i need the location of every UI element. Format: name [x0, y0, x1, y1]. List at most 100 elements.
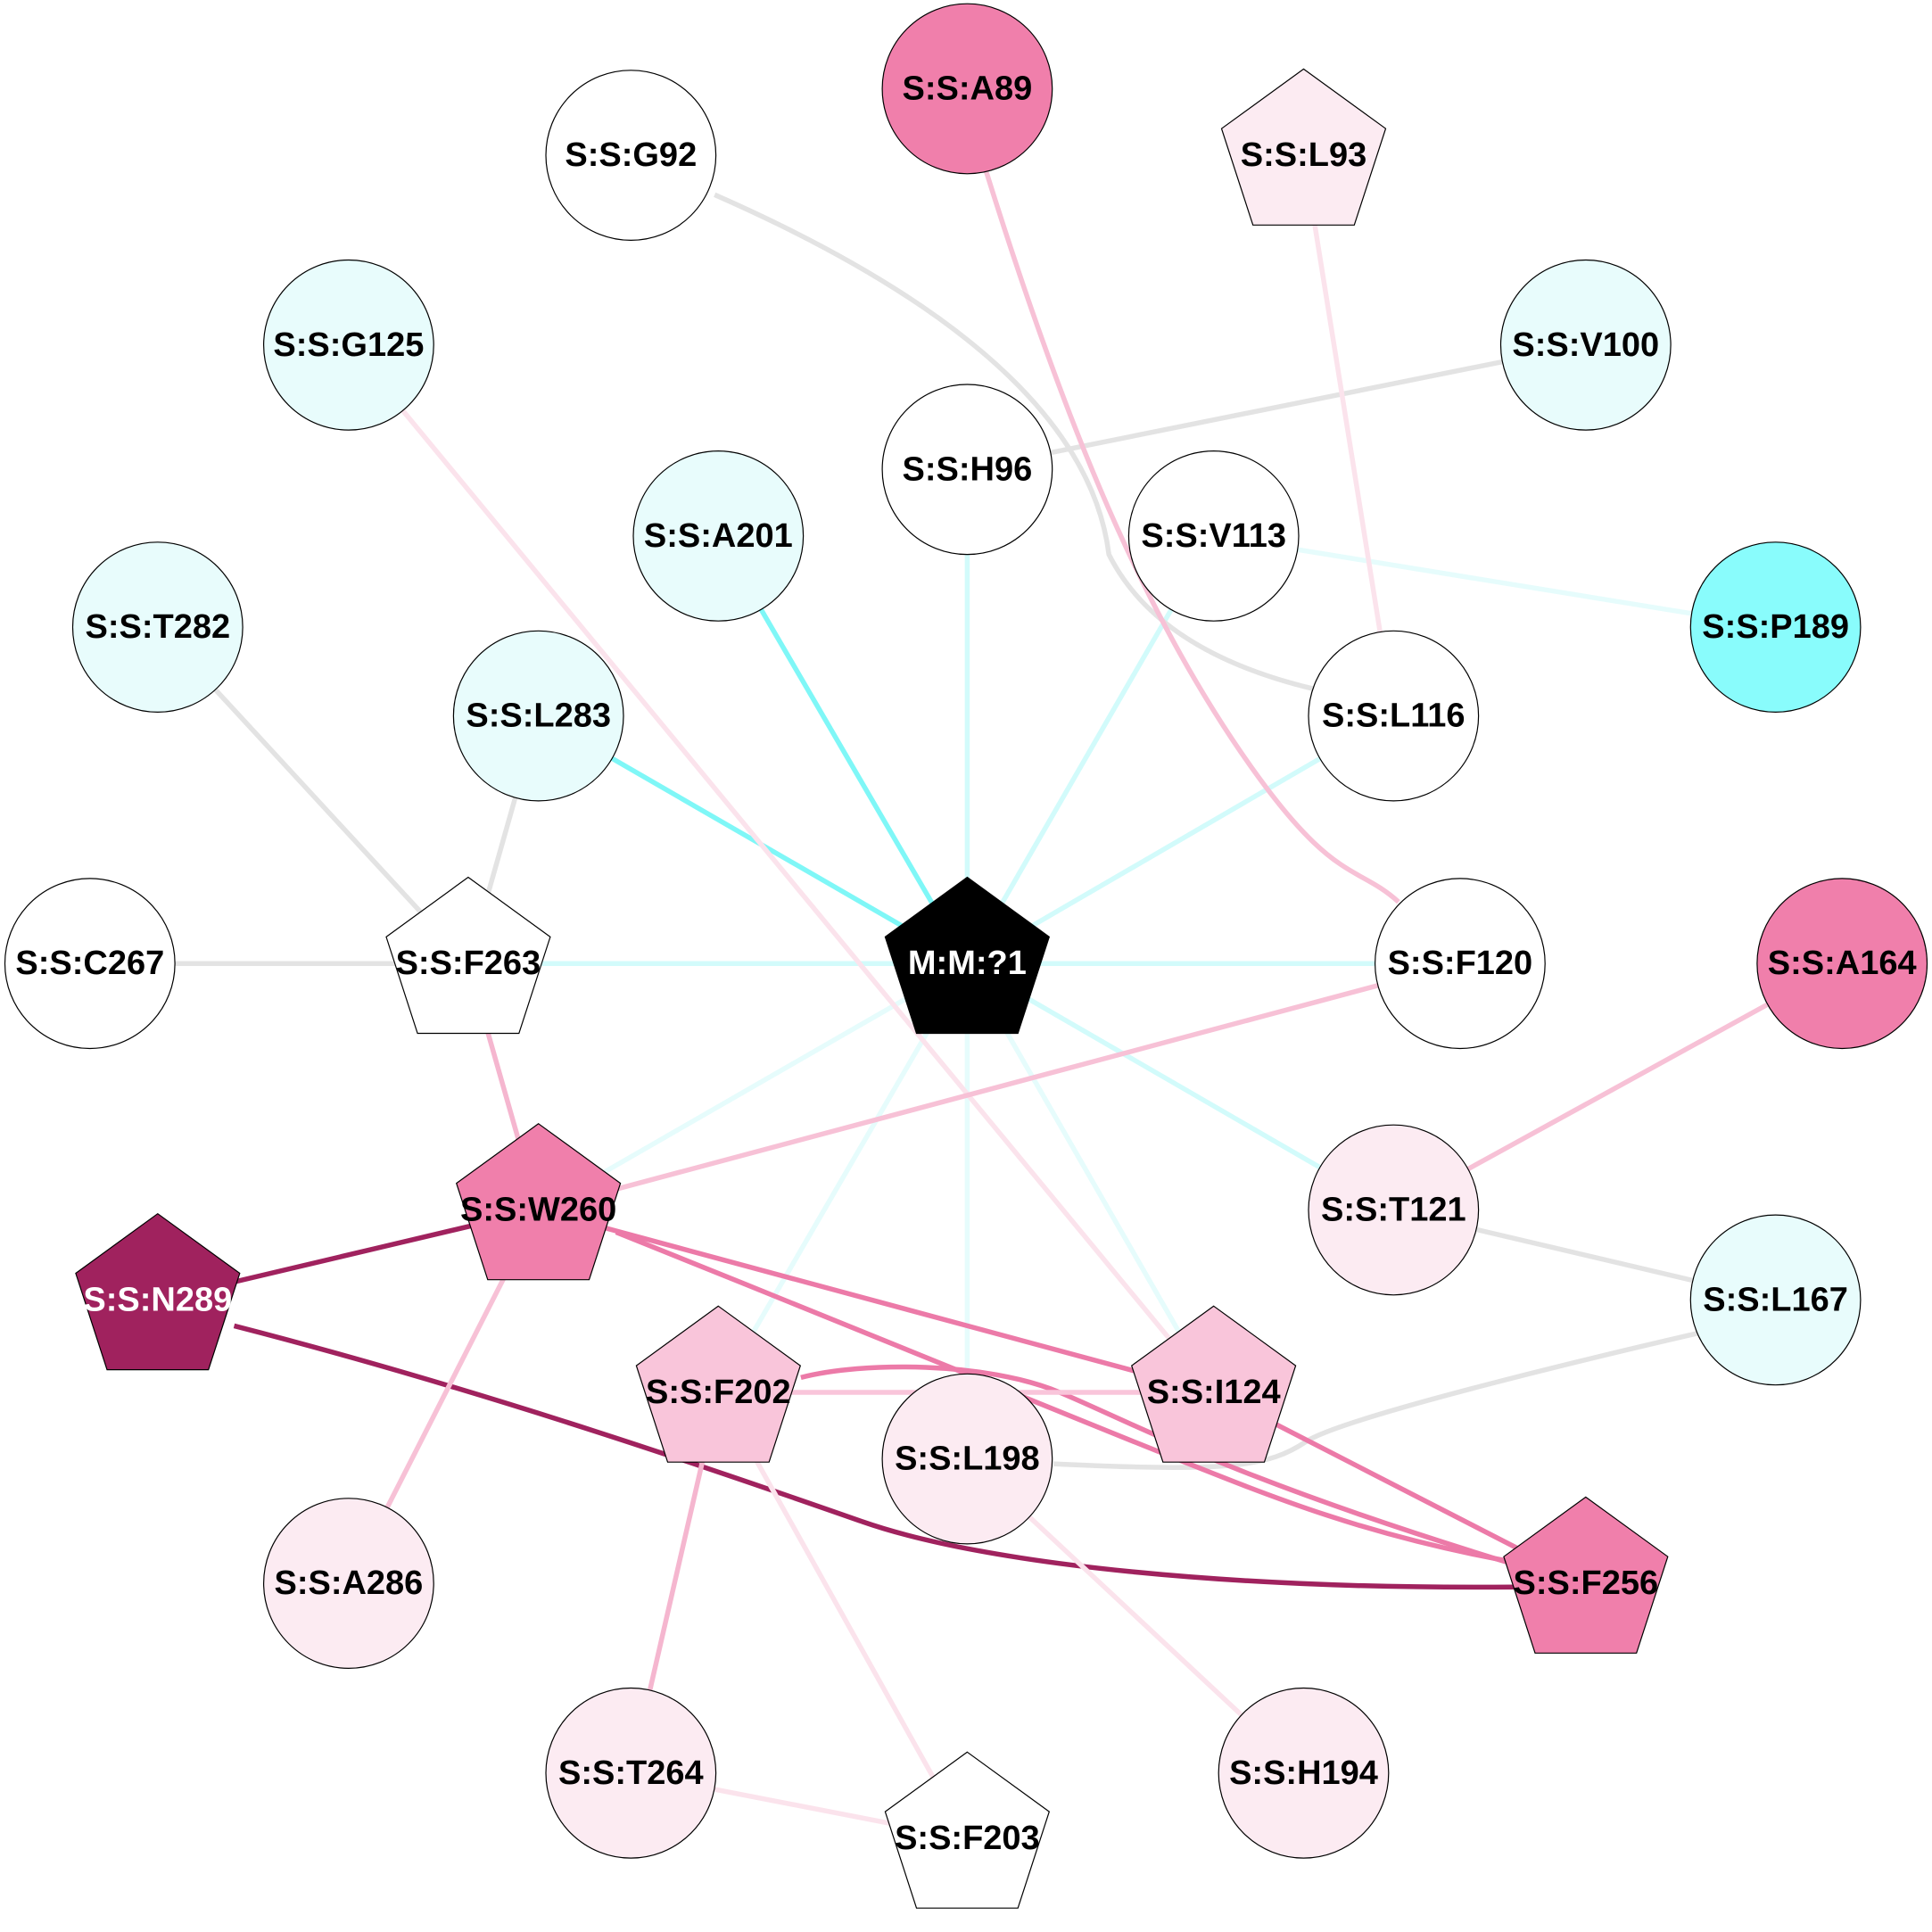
node-ssv100[interactable]: S:S:V100 [1499, 259, 1672, 431]
node-label: S:S:L116 [1322, 698, 1466, 735]
node-ssf263[interactable]: S:S:F263 [385, 876, 551, 1035]
node-circle-shape [881, 1373, 1053, 1545]
node-circle-shape [881, 3, 1053, 175]
node-ssh96[interactable]: S:S:H96 [881, 384, 1053, 556]
node-ssi124[interactable]: S:S:I124 [1130, 1305, 1297, 1463]
node-label: S:S:N289 [83, 1281, 232, 1318]
node-label: S:S:I124 [1147, 1374, 1281, 1411]
edge-SSG92-SSL116 [714, 192, 1319, 693]
node-ssg92[interactable]: S:S:G92 [545, 70, 717, 242]
node-ssp189[interactable]: S:S:P189 [1689, 541, 1862, 713]
node-ssa89[interactable]: S:S:A89 [881, 3, 1053, 175]
node-ssl283[interactable]: S:S:L283 [452, 630, 624, 802]
node-sst264[interactable]: S:S:T264 [545, 1687, 717, 1859]
node-ssl116[interactable]: S:S:L116 [1308, 630, 1480, 802]
node-circle-shape [881, 384, 1053, 556]
node-label: S:S:L167 [1703, 1281, 1848, 1318]
edge-SSV113-SSP189 [1213, 533, 1777, 630]
node-pentagon-shape [75, 1212, 241, 1371]
node-circle-shape [1689, 1214, 1862, 1386]
node-pentagon-shape [884, 1751, 1051, 1909]
node-label: S:S:L198 [895, 1441, 1040, 1478]
node-label: S:S:F120 [1388, 945, 1533, 982]
edge-SSA89-SSF120 [983, 169, 1400, 904]
node-ssf202[interactable]: S:S:F202 [635, 1305, 802, 1463]
node-label: M:M:?1 [908, 945, 1027, 982]
node-pentagon-shape [1130, 1305, 1297, 1463]
node-ssl167[interactable]: S:S:L167 [1689, 1214, 1862, 1386]
node-label: S:S:V100 [1512, 326, 1659, 364]
node-pentagon-shape [1503, 1496, 1669, 1654]
node-ssg125[interactable]: S:S:G125 [262, 259, 434, 431]
node-label: S:S:T282 [85, 608, 230, 646]
node-label: S:S:G125 [273, 326, 424, 364]
node-ssf203[interactable]: S:S:F203 [884, 1751, 1051, 1909]
node-circle-shape [1756, 878, 1928, 1050]
node-circle-shape [632, 450, 805, 622]
edge-SSF202-SSF256 [800, 1364, 1516, 1567]
node-label: S:S:W260 [460, 1192, 616, 1229]
node-circle-shape [1308, 1124, 1480, 1296]
node-sst282[interactable]: S:S:T282 [71, 541, 244, 713]
node-circle-shape [262, 1498, 434, 1669]
node-ssa164[interactable]: S:S:A164 [1756, 878, 1928, 1050]
node-label: S:S:H194 [1229, 1754, 1378, 1792]
edge-MM1-SSF202 [715, 962, 970, 1394]
node-circle-shape [1308, 630, 1480, 802]
node-circle-shape [1127, 450, 1300, 622]
node-label: S:S:A201 [644, 517, 793, 555]
node-ssc267[interactable]: S:S:C267 [4, 878, 176, 1050]
node-circle-shape [452, 630, 624, 802]
node-ssa201[interactable]: S:S:A201 [632, 450, 805, 622]
node-ssh194[interactable]: S:S:H194 [1218, 1687, 1390, 1859]
node-label: S:S:T121 [1321, 1192, 1466, 1229]
node-circle-shape [545, 1687, 717, 1859]
nodes-layer: M:M:?1 S:S:A89 S:S:G92 S:S:L93 S:S:G125 S:S:V… [4, 3, 1928, 1909]
node-label: S:S:H96 [903, 450, 1033, 488]
node-label: S:S:F263 [396, 945, 541, 982]
node-ssf256[interactable]: S:S:F256 [1503, 1496, 1669, 1654]
node-sst121[interactable]: S:S:T121 [1308, 1124, 1480, 1296]
edge-SSH96-SSV100 [966, 343, 1587, 472]
edge-SSF202-SSF203 [715, 1391, 970, 1840]
node-mm1[interactable]: M:M:?1 [884, 876, 1051, 1035]
edge-SSW260-SSF256 [615, 1229, 1516, 1565]
node-pentagon-shape [635, 1305, 802, 1463]
node-label: S:S:F202 [646, 1374, 791, 1411]
edge-SSW260-SSI124 [537, 1207, 1215, 1395]
node-ssa286[interactable]: S:S:A286 [262, 1498, 434, 1669]
node-label: S:S:G92 [565, 136, 697, 174]
node-pentagon-shape [455, 1123, 622, 1281]
node-pentagon-shape [1220, 68, 1387, 226]
edge-SSF120-SSW260 [537, 961, 1461, 1213]
node-circle-shape [71, 541, 244, 713]
node-label: S:S:A164 [1768, 945, 1917, 982]
node-ssw260[interactable]: S:S:W260 [455, 1123, 622, 1281]
node-label: S:S:F203 [895, 1820, 1040, 1857]
node-label: S:S:A89 [903, 70, 1033, 108]
node-label: S:S:A286 [274, 1565, 423, 1602]
node-label: S:S:L283 [466, 698, 611, 735]
node-label: S:S:F256 [1513, 1565, 1658, 1602]
node-ssn289[interactable]: S:S:N289 [75, 1212, 241, 1371]
node-label: S:S:L93 [1241, 136, 1366, 174]
edge-SSG125-SSI124 [346, 343, 1216, 1394]
node-ssl198[interactable]: S:S:L198 [881, 1373, 1053, 1545]
edge-MM1-SSI124 [965, 962, 1217, 1394]
node-ssl93[interactable]: S:S:L93 [1220, 68, 1387, 226]
node-circle-shape [545, 70, 717, 242]
node-circle-shape [1218, 1687, 1390, 1859]
node-circle-shape [1499, 259, 1672, 431]
node-label: S:S:C267 [15, 945, 164, 982]
node-circle-shape [4, 878, 176, 1050]
node-label: S:S:V113 [1141, 517, 1286, 555]
edge-SSL93-SSL116 [1300, 154, 1397, 717]
node-pentagon-shape [884, 876, 1051, 1035]
node-pentagon-shape [385, 876, 551, 1035]
node-circle-shape [1374, 878, 1546, 1050]
node-label: S:S:P189 [1702, 608, 1849, 646]
node-ssf120[interactable]: S:S:F120 [1374, 878, 1546, 1050]
node-ssv113[interactable]: S:S:V113 [1127, 450, 1300, 622]
